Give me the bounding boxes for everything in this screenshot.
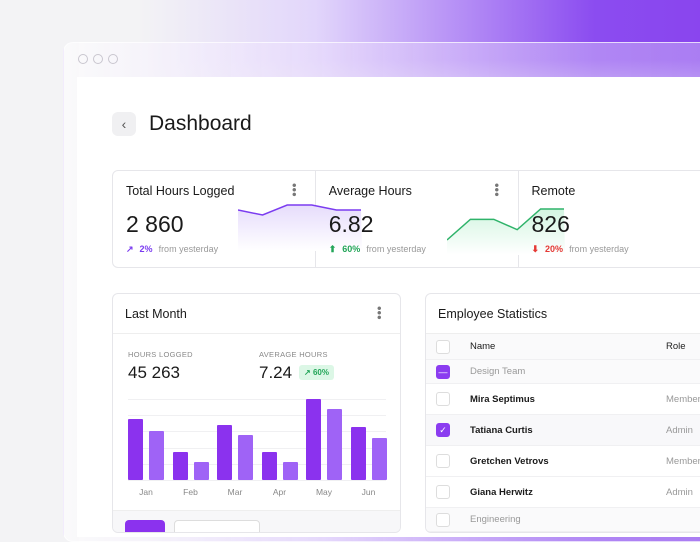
bar-jun-1[interactable]	[351, 427, 366, 480]
bar-jan-2[interactable]	[149, 431, 164, 480]
row-checkbox[interactable]	[436, 454, 450, 468]
column-header-name: Name	[470, 341, 495, 352]
row-checkbox[interactable]	[436, 392, 450, 406]
stat-value: 2 860	[126, 211, 184, 238]
x-tick-label: May	[304, 487, 344, 497]
gridline	[128, 464, 386, 465]
stat-change: 60%	[342, 244, 360, 254]
employee-name: Giana Herwitz	[470, 487, 533, 498]
badge-value: 60%	[313, 368, 329, 377]
gridline	[128, 448, 386, 449]
table-row[interactable]: Gretchen Vetrovs Member	[426, 446, 700, 477]
stat-title: Total Hours Logged	[126, 184, 302, 198]
bar-jan-1[interactable]	[128, 419, 143, 480]
employee-name: Tatiana Curtis	[470, 425, 533, 436]
employee-role: Member	[666, 456, 700, 467]
card-title: Employee Statistics	[426, 294, 700, 334]
employee-statistics-card: Employee Statistics Name Role — Design T…	[425, 293, 700, 533]
table-row[interactable]: ✓ Tatiana Curtis Admin	[426, 415, 700, 446]
x-tick-label: Jan	[126, 487, 166, 497]
window-close-dot[interactable]	[78, 54, 88, 64]
stats-row: Total Hours Logged ••• 2 860 ↗ 2% from yes…	[112, 170, 700, 268]
row-checkbox[interactable]: —	[436, 365, 450, 379]
employee-role: Admin	[666, 425, 693, 436]
stat-change: 2%	[140, 244, 153, 254]
group-row[interactable]: — Design Team	[426, 360, 700, 384]
average-hours-value: 7.24	[259, 363, 292, 383]
x-tick-label: Apr	[260, 487, 300, 497]
row-checkbox[interactable]	[436, 485, 450, 499]
row-checkbox[interactable]	[436, 513, 450, 527]
stat-change: 20%	[545, 244, 563, 254]
group-name: Engineering	[470, 514, 521, 525]
average-hours-label: AVERAGE HOURS	[259, 350, 328, 359]
chevron-left-icon: ‹	[122, 116, 127, 132]
bar-feb-1[interactable]	[173, 452, 188, 480]
gridline	[128, 415, 386, 416]
employee-role: Member	[666, 394, 700, 405]
hours-logged-label: HOURS LOGGED	[128, 350, 193, 359]
bar-feb-2[interactable]	[194, 462, 209, 480]
bar-jun-2[interactable]	[372, 438, 387, 480]
stat-card-total-hours: Total Hours Logged ••• 2 860 ↗ 2% from yes…	[113, 171, 316, 267]
stat-note: from yesterday	[366, 244, 426, 254]
footer-primary-button[interactable]	[125, 520, 165, 533]
select-all-checkbox[interactable]	[436, 340, 450, 354]
more-icon[interactable]: •••	[377, 306, 382, 320]
stat-value: 6.82	[329, 211, 374, 238]
window-minimize-dot[interactable]	[93, 54, 103, 64]
x-tick-label: Mar	[215, 487, 255, 497]
more-icon[interactable]: •••	[292, 183, 297, 197]
table-header: Name Role	[426, 334, 700, 360]
trend-up-icon: ↗	[126, 244, 134, 254]
arrow-down-circle-icon: ⬇	[532, 244, 540, 254]
bar-may-2[interactable]	[327, 409, 342, 480]
column-header-role: Role	[666, 341, 686, 352]
bar-mar-1[interactable]	[217, 425, 232, 480]
bar-mar-2[interactable]	[238, 435, 253, 480]
row-checkbox[interactable]: ✓	[436, 423, 450, 437]
group-name: Design Team	[470, 366, 525, 377]
last-month-card: Last Month ••• HOURS LOGGED 45 263 AVERA…	[112, 293, 401, 533]
footer-secondary-button[interactable]	[174, 520, 260, 533]
stat-note: from yesterday	[159, 244, 219, 254]
gridline	[128, 399, 386, 400]
average-change-badge: ↗ 60%	[299, 365, 334, 380]
card-title: Last Month	[113, 294, 400, 334]
stat-title: Remote	[532, 184, 700, 198]
bar-may-1[interactable]	[306, 399, 321, 480]
window-maximize-dot[interactable]	[108, 54, 118, 64]
table-row[interactable]: Giana Herwitz Admin	[426, 477, 700, 508]
employee-name: Mira Septimus	[470, 394, 535, 405]
bar-apr-2[interactable]	[283, 462, 298, 480]
more-icon[interactable]: •••	[495, 183, 500, 197]
bar-apr-1[interactable]	[262, 452, 277, 480]
employee-name: Gretchen Vetrovs	[470, 456, 549, 467]
gridline	[128, 480, 386, 481]
stat-note: from yesterday	[569, 244, 629, 254]
x-tick-label: Feb	[171, 487, 211, 497]
trend-up-icon: ↗	[304, 368, 313, 377]
gridline	[128, 431, 386, 432]
stat-card-remote: Remote 826 ⬇ 20% from yesterday	[519, 171, 700, 267]
table-row[interactable]: Mira Septimus Member	[426, 384, 700, 415]
employee-role: Admin	[666, 487, 693, 498]
back-button[interactable]: ‹	[112, 112, 136, 136]
page-title: Dashboard	[149, 112, 252, 136]
stat-card-average-hours: Average Hours ••• 6.82 ⬆ 60% from yesterda…	[316, 171, 519, 267]
group-row[interactable]: Engineering	[426, 508, 700, 532]
stat-value: 826	[532, 211, 570, 238]
arrow-up-circle-icon: ⬆	[329, 244, 337, 254]
x-tick-label: Jun	[349, 487, 389, 497]
hours-logged-value: 45 263	[128, 363, 180, 383]
card-footer	[113, 510, 401, 533]
stat-title: Average Hours	[329, 184, 505, 198]
